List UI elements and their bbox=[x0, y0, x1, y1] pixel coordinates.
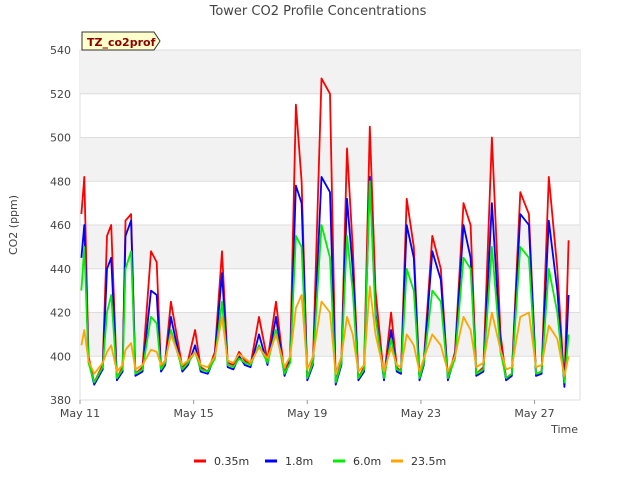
x-axis-ticks: May 11 May 15 May 19 May 23 May 27 bbox=[60, 400, 555, 420]
x-axis-label: Time bbox=[550, 423, 578, 436]
y-tick-label: 540 bbox=[50, 44, 71, 57]
site-badge: TZ_co2prof bbox=[81, 31, 161, 51]
x-tick-label: May 11 bbox=[60, 407, 100, 420]
badge-text: TZ_co2prof bbox=[87, 36, 156, 49]
x-tick-label: May 19 bbox=[287, 407, 327, 420]
y-tick-label: 440 bbox=[50, 263, 71, 276]
y-axis-ticks: 380 400 420 440 460 480 500 520 540 bbox=[50, 44, 71, 407]
y-tick-label: 520 bbox=[50, 88, 71, 101]
plot-band bbox=[80, 137, 580, 182]
legend-label-23.5m: 23.5m bbox=[411, 455, 446, 468]
plot-band bbox=[80, 50, 580, 94]
series-line-23.5m bbox=[80, 285, 570, 377]
x-tick-label: May 27 bbox=[514, 407, 554, 420]
y-tick-label: 400 bbox=[50, 350, 71, 363]
badge-shape bbox=[81, 31, 161, 51]
legend-label-1.8m: 1.8m bbox=[285, 455, 313, 468]
x-tick-label: May 23 bbox=[401, 407, 441, 420]
y-tick-label: 500 bbox=[50, 132, 71, 145]
y-axis-label: CO2 (ppm) bbox=[7, 195, 20, 255]
series-layer bbox=[80, 77, 570, 388]
legend-label-6.0m: 6.0m bbox=[353, 455, 381, 468]
y-tick-label: 460 bbox=[50, 219, 71, 232]
series-line-6.0m bbox=[80, 180, 570, 384]
legend: 0.35m 1.8m 6.0m 23.5m bbox=[194, 455, 446, 468]
legend-label-0.35m: 0.35m bbox=[214, 455, 249, 468]
y-tick-label: 380 bbox=[50, 394, 71, 407]
y-tick-label: 420 bbox=[50, 307, 71, 320]
y-tick-label: 480 bbox=[50, 175, 71, 188]
chart-title: Tower CO2 Profile Concentrations bbox=[209, 4, 427, 19]
x-tick-label: May 15 bbox=[174, 407, 214, 420]
